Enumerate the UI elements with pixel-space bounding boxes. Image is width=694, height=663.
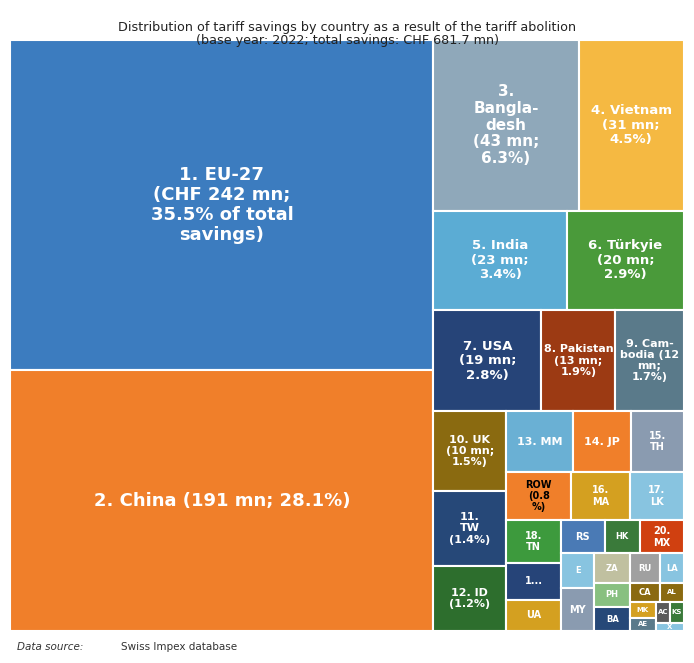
Bar <box>561 554 594 588</box>
Bar <box>506 599 561 631</box>
Text: 20.
MX: 20. MX <box>653 526 670 548</box>
Bar <box>561 588 594 631</box>
Text: 5. India
(23 mn;
3.4%): 5. India (23 mn; 3.4%) <box>471 239 529 281</box>
Bar <box>616 310 684 412</box>
Text: 15.
TH: 15. TH <box>649 431 666 452</box>
Text: X: X <box>667 624 672 630</box>
Bar <box>660 554 684 583</box>
Text: 3.
Bangla-
desh
(43 mn;
6.3%): 3. Bangla- desh (43 mn; 6.3%) <box>473 84 539 166</box>
Bar <box>433 40 579 211</box>
Text: RU: RU <box>638 564 652 573</box>
Text: BA: BA <box>606 615 618 623</box>
Text: LA: LA <box>666 564 677 573</box>
Bar <box>604 520 640 554</box>
Bar <box>656 623 684 631</box>
Text: 7. USA
(19 mn;
2.8%): 7. USA (19 mn; 2.8%) <box>459 339 516 382</box>
Bar <box>660 583 684 602</box>
Bar <box>630 583 660 602</box>
Bar <box>433 566 506 631</box>
Text: Data source:: Data source: <box>17 642 84 652</box>
Bar <box>433 491 506 566</box>
Text: Distribution of tariff savings by country as a result of the tariff abolition: Distribution of tariff savings by countr… <box>118 21 576 34</box>
Bar <box>10 371 433 631</box>
Text: 16.
MA: 16. MA <box>592 485 609 507</box>
Bar <box>630 471 684 520</box>
Bar <box>506 471 571 520</box>
Bar <box>567 211 684 310</box>
Text: AL: AL <box>667 589 677 595</box>
Bar <box>506 412 573 471</box>
Text: KS: KS <box>672 609 682 615</box>
Bar <box>631 412 684 471</box>
Bar <box>433 310 541 412</box>
Text: 13. MM: 13. MM <box>517 436 562 447</box>
Text: 14. JP: 14. JP <box>584 436 620 447</box>
Text: MY: MY <box>569 605 586 615</box>
Text: 4. Vietnam
(31 mn;
4.5%): 4. Vietnam (31 mn; 4.5%) <box>591 104 672 146</box>
Text: Swiss Impex database: Swiss Impex database <box>121 642 237 652</box>
Text: 1...: 1... <box>525 576 543 586</box>
Text: AC: AC <box>657 609 668 615</box>
Bar <box>433 211 567 310</box>
Text: 1. EU-27
(CHF 242 mn;
35.5% of total
savings): 1. EU-27 (CHF 242 mn; 35.5% of total sav… <box>151 166 294 244</box>
Text: UA: UA <box>526 611 541 621</box>
Text: ROW
(0.8
%): ROW (0.8 %) <box>525 480 552 512</box>
Text: MK: MK <box>637 607 649 613</box>
Bar <box>670 602 684 623</box>
Bar <box>573 412 631 471</box>
Text: RS: RS <box>575 532 590 542</box>
Bar <box>561 520 604 554</box>
Bar <box>579 40 684 211</box>
Text: 2. China (191 mn; 28.1%): 2. China (191 mn; 28.1%) <box>94 492 350 510</box>
Text: PH: PH <box>606 590 619 599</box>
Text: 8. Pakistan
(13 mn;
1.9%): 8. Pakistan (13 mn; 1.9%) <box>543 345 613 377</box>
Text: 6. Türkyie
(20 mn;
2.9%): 6. Türkyie (20 mn; 2.9%) <box>589 239 663 281</box>
Text: ZA: ZA <box>606 564 618 573</box>
Bar <box>10 40 433 371</box>
Bar <box>506 520 561 563</box>
Text: HK: HK <box>616 532 629 542</box>
Bar <box>433 412 506 491</box>
Bar <box>594 554 630 583</box>
Bar <box>571 471 630 520</box>
Text: 10. UK
(10 mn;
1.5%): 10. UK (10 mn; 1.5%) <box>446 435 494 467</box>
Bar <box>541 310 616 412</box>
Text: CA: CA <box>638 588 651 597</box>
Text: 18.
TN: 18. TN <box>525 531 542 552</box>
Bar <box>630 618 656 631</box>
Bar <box>594 607 630 631</box>
Text: 11.
TW
(1.4%): 11. TW (1.4%) <box>449 512 491 544</box>
Bar <box>640 520 684 554</box>
Text: E: E <box>575 566 580 575</box>
Text: 12. ID
(1.2%): 12. ID (1.2%) <box>449 588 491 609</box>
Bar <box>630 554 660 583</box>
Text: (base year: 2022; total savings: CHF 681.7 mn): (base year: 2022; total savings: CHF 681… <box>196 34 498 48</box>
Text: 9. Cam-
bodia (12
mn;
1.7%): 9. Cam- bodia (12 mn; 1.7%) <box>620 339 679 383</box>
Text: AE: AE <box>638 621 648 627</box>
Bar <box>630 602 656 618</box>
Text: 17.
LK: 17. LK <box>648 485 666 507</box>
Bar <box>594 583 630 607</box>
Bar <box>656 602 670 623</box>
Bar <box>506 563 561 599</box>
